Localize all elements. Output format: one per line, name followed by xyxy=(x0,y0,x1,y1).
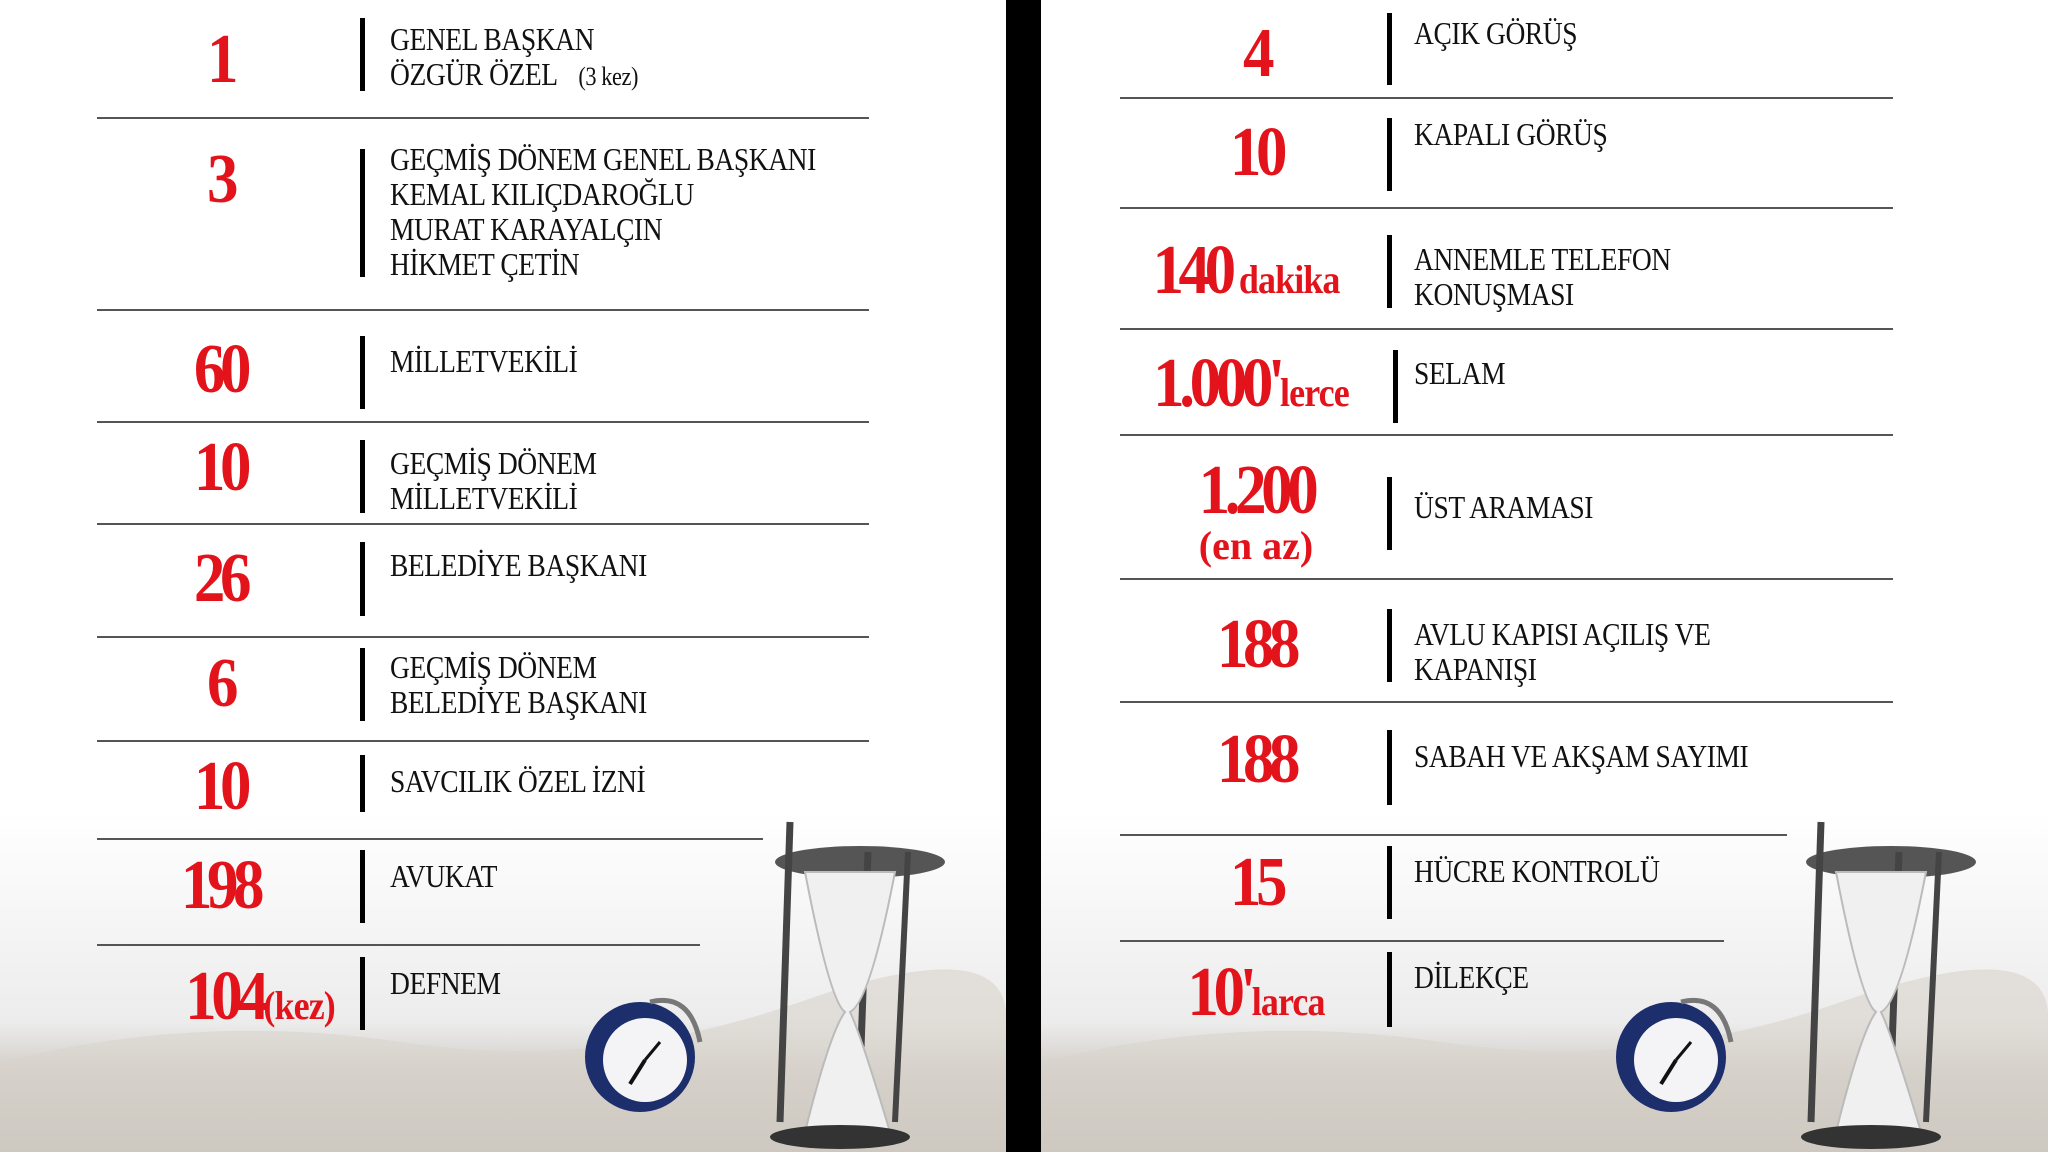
stat-number: 10 xyxy=(193,429,252,506)
stat-label: BELEDİYE BAŞKANI xyxy=(390,547,647,583)
row-bar xyxy=(360,850,365,923)
stat-number: 15 xyxy=(1229,844,1288,921)
row-divider xyxy=(97,309,869,311)
stat-label: GEÇMİŞ DÖNEM MİLLETVEKİLİ xyxy=(390,445,597,516)
row-divider xyxy=(97,523,869,525)
stat-number: 10 xyxy=(1229,114,1288,191)
stat-label: GEÇMİŞ DÖNEM GENEL BAŞKANI KEMAL KILIÇDAR… xyxy=(390,141,816,282)
row-bar xyxy=(360,440,365,513)
stat-number: 10'larca xyxy=(1187,954,1325,1031)
sand-illustration xyxy=(1041,812,2048,1152)
row-divider xyxy=(1120,207,1893,209)
stat-label: AÇIK GÖRÜŞ xyxy=(1414,15,1578,51)
row-bar xyxy=(1387,609,1392,682)
row-bar xyxy=(360,336,365,409)
alarm-clock-icon xyxy=(585,997,703,1112)
stat-label: AVUKAT xyxy=(390,858,498,894)
hourglass-icon xyxy=(770,821,945,1149)
stat-number: 140 dakika xyxy=(1152,232,1340,309)
stat-label: SAVCILIK ÖZEL İZNİ xyxy=(390,763,646,799)
stat-number: 188 xyxy=(1216,606,1301,683)
row-divider xyxy=(1120,701,1893,703)
stat-number: 1.200 xyxy=(1198,452,1319,529)
stat-number: 60 xyxy=(193,331,252,408)
stat-number: 10 xyxy=(193,748,252,825)
row-bar xyxy=(360,957,365,1030)
row-divider xyxy=(97,740,869,742)
row-bar xyxy=(360,542,365,616)
stat-label: HÜCRE KONTROLÜ xyxy=(1414,853,1660,889)
row-divider xyxy=(1120,578,1893,580)
row-divider xyxy=(97,636,869,638)
row-bar xyxy=(360,648,365,721)
stat-label: GENEL BAŞKAN ÖZGÜR ÖZEL (3 kez) xyxy=(390,21,639,92)
row-divider xyxy=(97,944,700,946)
row-bar xyxy=(1387,730,1392,805)
row-bar xyxy=(1387,952,1392,1027)
hourglass-icon xyxy=(1801,821,1976,1149)
row-divider xyxy=(1120,940,1724,942)
row-bar xyxy=(1387,118,1392,191)
panel-divider xyxy=(1006,0,1041,1152)
stat-number-note: (en az) xyxy=(1198,523,1314,568)
stat-label: DİLEKÇE xyxy=(1414,959,1529,995)
stat-label: KAPALI GÖRÜŞ xyxy=(1414,116,1608,152)
row-divider xyxy=(1120,834,1787,836)
row-bar xyxy=(1387,846,1392,919)
stat-number: 1.000'lerce xyxy=(1153,345,1350,422)
right-panel: 4 AÇIK GÖRÜŞ 10 KAPALI GÖRÜŞ 140 dakika … xyxy=(1041,0,2048,1152)
row-divider xyxy=(1120,434,1893,436)
stat-label: GEÇMİŞ DÖNEM BELEDİYE BAŞKANI xyxy=(390,649,647,720)
row-bar xyxy=(360,18,365,91)
row-bar xyxy=(1387,13,1392,85)
row-bar xyxy=(1393,350,1398,423)
row-bar xyxy=(1387,235,1392,308)
row-divider xyxy=(97,117,869,119)
stat-number: 1 xyxy=(206,21,239,98)
left-panel: 1 GENEL BAŞKAN ÖZGÜR ÖZEL (3 kez) 3 GEÇMİŞ… xyxy=(0,0,1006,1152)
stat-number: 104(kez) xyxy=(185,958,336,1035)
stat-number: 6 xyxy=(206,645,239,722)
stat-number: 198 xyxy=(180,847,265,924)
stat-label: ÜST ARAMASI xyxy=(1414,489,1594,525)
row-bar xyxy=(360,149,365,277)
row-divider xyxy=(97,421,869,423)
alarm-clock-icon xyxy=(1616,997,1734,1112)
stat-label: DEFNEM xyxy=(390,965,501,1001)
stat-number: 3 xyxy=(206,141,239,218)
stat-label: SABAH VE AKŞAM SAYIMI xyxy=(1414,738,1749,774)
stat-label: AVLU KAPISI AÇILIŞ VE KAPANIŞI xyxy=(1414,616,1711,687)
stat-number: 188 xyxy=(1216,721,1301,798)
sand-illustration xyxy=(0,812,1006,1152)
stat-label: MİLLETVEKİLİ xyxy=(390,343,578,379)
stat-number: 26 xyxy=(193,540,252,617)
stat-label: SELAM xyxy=(1414,355,1506,391)
row-bar xyxy=(1387,477,1392,550)
stat-number: 4 xyxy=(1242,15,1275,92)
row-divider xyxy=(97,838,763,840)
row-bar xyxy=(360,755,365,812)
row-divider xyxy=(1120,328,1893,330)
row-divider xyxy=(1120,97,1893,99)
stat-label: ANNEMLE TELEFON KONUŞMASI xyxy=(1414,241,1671,312)
